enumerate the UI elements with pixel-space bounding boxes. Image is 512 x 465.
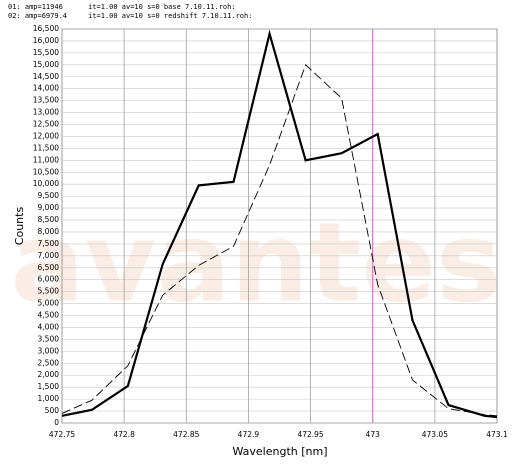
y-tick-label: 6,500: [38, 263, 60, 272]
y-tick-label: 14,000: [33, 84, 59, 93]
y-tick-label: 12,500: [33, 120, 59, 129]
y-tick-label: 4,000: [38, 322, 60, 331]
y-tick-label: 0: [54, 418, 59, 427]
series-line: [61, 29, 498, 419]
x-tick-label: 472.85: [173, 430, 199, 439]
watermark: avantes: [10, 198, 501, 326]
y-tick-label: 13,500: [33, 96, 59, 105]
y-tick-label: 7,000: [38, 251, 60, 260]
y-tick-label: 15,000: [33, 60, 59, 69]
y-tick-label: 9,500: [38, 191, 60, 200]
y-tick-label: 16,000: [33, 36, 59, 45]
legend-entry: 02: amp=6979.4 it=1.00 av=10 s=0 redshif…: [8, 12, 252, 20]
x-tick-label: 472.75: [49, 430, 75, 439]
y-tick-label: 3,500: [38, 334, 60, 343]
y-tick-label: 12,000: [33, 131, 59, 140]
series-line: [61, 64, 498, 417]
x-tick-label: 472.95: [297, 430, 323, 439]
y-tick-label: 5,000: [38, 299, 60, 308]
x-tick-label: 472.9: [238, 430, 260, 439]
y-tick-label: 10,000: [33, 179, 59, 188]
y-tick-label: 2,500: [38, 358, 60, 367]
y-tick-label: 2,000: [38, 370, 60, 379]
x-tick-label: 473.1: [486, 430, 508, 439]
y-tick-label: 4,500: [38, 311, 60, 320]
y-tick-label: 1,500: [38, 382, 60, 391]
x-tick-label: 472.8: [113, 430, 135, 439]
y-tick-label: 6,000: [38, 275, 60, 284]
legend-entry: 01: amp=11946 it=1.00 av=10 s=0 base 7.1…: [8, 3, 236, 11]
y-tick-label: 10,500: [33, 167, 59, 176]
y-tick-label: 7,500: [38, 239, 60, 248]
y-tick-label: 8,000: [38, 227, 60, 236]
y-tick-label: 11,000: [33, 155, 59, 164]
x-axis-title: Wavelength [nm]: [232, 445, 327, 458]
y-tick-label: 8,500: [38, 215, 60, 224]
x-tick-label: 473.05: [422, 430, 448, 439]
y-tick-label: 9,000: [38, 203, 60, 212]
y-tick-label: 16,500: [33, 24, 59, 33]
y-tick-label: 500: [45, 406, 60, 415]
y-tick-label: 13,000: [33, 108, 59, 117]
y-tick-label: 1,000: [38, 394, 60, 403]
y-tick-label: 14,500: [33, 72, 59, 81]
y-tick-label: 3,000: [38, 346, 60, 355]
x-tick-label: 473: [366, 430, 381, 439]
y-axis-title: Counts: [13, 207, 26, 246]
y-tick-label: 11,500: [33, 143, 59, 152]
y-tick-label: 5,500: [38, 287, 60, 296]
y-tick-label: 15,500: [33, 48, 59, 57]
